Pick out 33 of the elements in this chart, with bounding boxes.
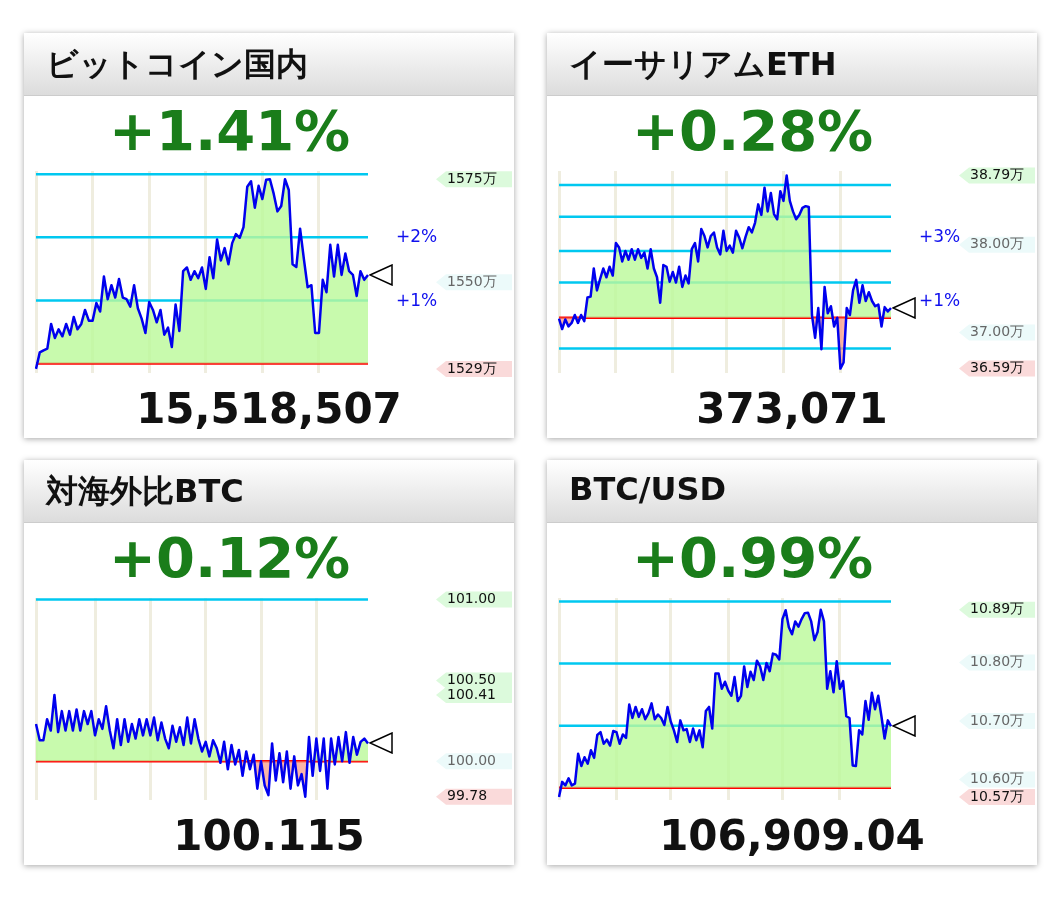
text: 373,071 (695, 383, 889, 435)
text: +3% (919, 225, 961, 246)
y-tick-label: 36.59万 (970, 359, 1025, 376)
chart-subtitle: +1.41% (109, 97, 351, 165)
chart-subtitle: +0.99% (632, 524, 874, 592)
text: 15,518,507 (135, 383, 403, 435)
chart-title: 対海外比BTC (46, 471, 244, 512)
y-tick-label: 1575万 (447, 169, 497, 186)
y-tick-label: 100.00 (447, 751, 496, 768)
text: +1% (396, 290, 438, 311)
y-tick-label: 101.00 (447, 590, 496, 607)
chart-title: イーサリアムETH (569, 44, 837, 85)
y-tick-label: 10.80万 (970, 653, 1025, 670)
text: 106,909.04 (658, 810, 926, 862)
text: +2% (396, 225, 438, 246)
text: 100.115 (172, 810, 366, 862)
y-tick-label: 99.78 (447, 787, 488, 804)
y-tick-label: 10.89万 (970, 600, 1025, 617)
y-tick-label: 1550万 (447, 272, 497, 289)
y-tick-label: 38.00万 (970, 235, 1025, 252)
y-tick-label: 10.60万 (970, 770, 1025, 787)
text: +1% (919, 290, 961, 311)
chart-title: ビットコイン国内 (46, 44, 308, 85)
chart-title: BTC/USD (569, 470, 726, 508)
chart-subtitle: +0.12% (109, 524, 351, 592)
y-tick-label: 38.79万 (970, 166, 1025, 183)
y-tick-label: 100.50 (447, 671, 496, 688)
y-tick-label: 10.57万 (970, 787, 1025, 804)
y-tick-label: 10.70万 (970, 711, 1025, 728)
y-tick-label: 37.00万 (970, 323, 1025, 340)
y-tick-label: 1529万 (447, 359, 497, 376)
chart-subtitle: +0.28% (632, 97, 874, 165)
y-tick-label: 100.41 (447, 685, 496, 702)
